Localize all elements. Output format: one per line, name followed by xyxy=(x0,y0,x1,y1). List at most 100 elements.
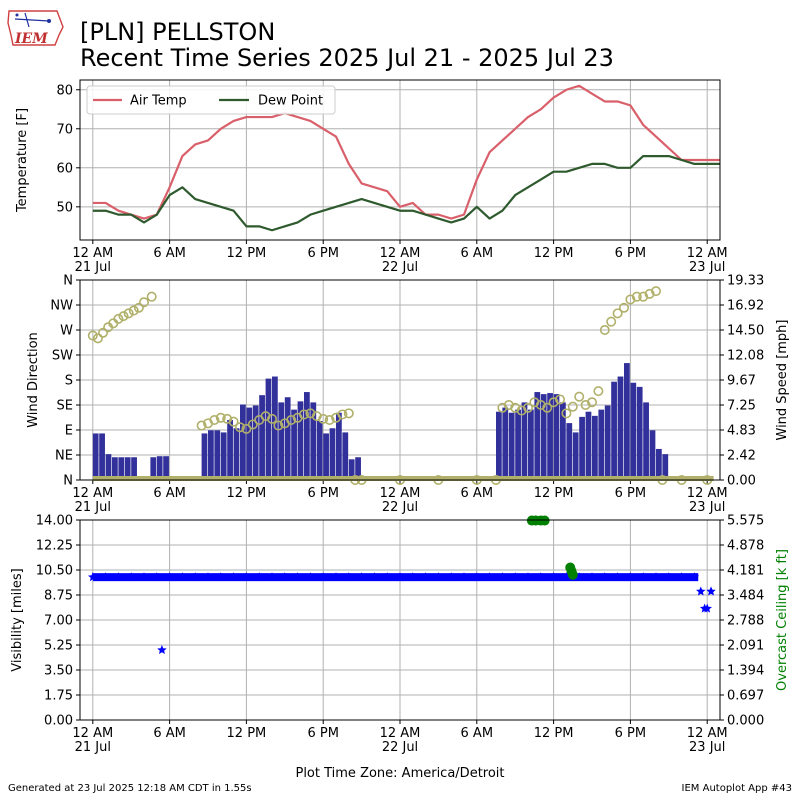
temperature-legend: Air Temp Dew Point xyxy=(86,85,336,115)
x-tick-label: 12 AM xyxy=(380,726,421,741)
wind-direction-point xyxy=(574,391,585,402)
wind-direction-point xyxy=(497,402,508,413)
x-tick-label: 12 PM xyxy=(534,246,574,261)
wind-direction-point xyxy=(529,397,540,408)
wind-speed-bar xyxy=(592,415,598,480)
x-tick-label: 6 PM xyxy=(307,246,338,261)
wind-speed-bar xyxy=(521,402,528,480)
iowa-outline xyxy=(7,10,64,46)
wind-speed-bar xyxy=(259,395,265,480)
wind-direction-point xyxy=(123,308,134,319)
ceiling-point xyxy=(539,515,550,526)
wind-speed-bar xyxy=(579,416,585,480)
x-tick-label: 6 AM xyxy=(153,246,186,261)
wind-speed-bar xyxy=(163,456,169,480)
ceiling-axis-label: Overcast Ceiling [k ft] xyxy=(775,549,790,691)
visibility-point xyxy=(267,572,277,582)
y2-tick-label: 2.091 xyxy=(727,639,764,654)
wind-direction-point xyxy=(98,327,109,338)
x-tick-label: 12 PM xyxy=(534,486,574,501)
visibility-point xyxy=(561,572,572,582)
visibility-point xyxy=(497,572,508,582)
axes-frame xyxy=(79,519,721,721)
visibility-point xyxy=(331,572,341,582)
wind-speed-bar xyxy=(630,382,637,480)
visibility-point xyxy=(318,572,328,582)
y-tick-label: 3.50 xyxy=(44,664,73,679)
wind-speed-bar xyxy=(291,409,297,480)
wind-speed-bar xyxy=(246,407,253,480)
timezone-label: Plot Time Zone: America/Detroit xyxy=(295,766,504,781)
wind-direction-point xyxy=(92,333,103,344)
iem-logo: IEM xyxy=(7,10,64,47)
y-tick-label: 1.75 xyxy=(44,689,73,704)
wind-speed-bar xyxy=(534,392,541,480)
visibility-point xyxy=(190,572,200,582)
y2-tick-label: 0.000 xyxy=(727,714,764,729)
x-tick-label: 12 AM xyxy=(72,246,113,261)
wind-speed-bar xyxy=(496,411,502,480)
y2-tick-label: 9.67 xyxy=(727,374,756,389)
wind-speed-bar xyxy=(636,386,643,480)
x-tick-date-label: 23 Jul xyxy=(689,500,725,515)
wind-speed-bar xyxy=(662,454,669,480)
wind-speed-bar xyxy=(585,411,592,480)
y2-tick-label: 7.25 xyxy=(727,399,756,414)
visibility-point xyxy=(254,572,264,582)
visibility-point xyxy=(126,572,136,582)
y-tick-label: S xyxy=(65,374,73,389)
wind-speed-bar xyxy=(124,457,131,480)
visibility-point xyxy=(152,572,162,582)
wind-direction-point xyxy=(618,302,629,313)
visibility-point xyxy=(472,572,482,582)
y-tick-label: W xyxy=(60,324,73,339)
visibility-point xyxy=(280,572,290,582)
visibility-point xyxy=(702,603,712,613)
x-tick-date-label: 21 Jul xyxy=(75,500,111,515)
ceiling-points xyxy=(526,515,578,580)
visibility-point xyxy=(664,572,674,582)
visibility-point xyxy=(484,572,495,582)
y2-tick-label: 4.181 xyxy=(727,564,764,579)
wind-direction-point xyxy=(228,416,239,427)
wind-speed-bar xyxy=(515,409,521,480)
visibility-point xyxy=(696,586,706,596)
visibility-point xyxy=(510,572,520,582)
wind-speed-bar xyxy=(304,392,310,480)
x-tick-date-label: 21 Jul xyxy=(75,740,111,755)
visibility-point xyxy=(600,572,610,582)
wind-direction-point xyxy=(222,413,233,424)
wind-speed-bar xyxy=(201,433,208,480)
wind-speed-bar xyxy=(611,381,617,480)
x-tick-label: 12 AM xyxy=(72,726,113,741)
chart-title-range: Recent Time Series 2025 Jul 21 - 2025 Ju… xyxy=(80,44,614,72)
visibility-point xyxy=(523,572,533,582)
wind-direction-point xyxy=(522,402,533,413)
x-tick-label: 12 AM xyxy=(380,246,421,261)
x-tick-label: 12 AM xyxy=(72,486,113,501)
wind-direction-point xyxy=(298,409,309,420)
wind-speed-bar xyxy=(240,404,246,480)
wind-speed-bar xyxy=(252,405,259,480)
wind-speed-bar xyxy=(105,454,112,480)
legend-box xyxy=(86,85,336,115)
wind-speed-bar xyxy=(508,412,515,480)
axes-frame xyxy=(79,279,721,481)
y-tick-label: 60 xyxy=(56,161,73,176)
wind-direction-point xyxy=(286,414,297,425)
x-tick-label: 12 AM xyxy=(687,726,728,741)
x-tick-date-label: 23 Jul xyxy=(689,260,725,275)
wind-direction-point xyxy=(542,402,553,413)
wind-speed-bar xyxy=(348,459,355,480)
wind-direction-point xyxy=(343,408,354,419)
wind-direction-point xyxy=(311,411,322,422)
wind-speed-bar xyxy=(617,376,624,480)
x-tick-label: 12 PM xyxy=(227,246,267,261)
x-tick-label: 12 PM xyxy=(227,726,267,741)
visibility-point xyxy=(139,572,149,582)
wind-speed-bar xyxy=(643,402,649,480)
visibility-point xyxy=(651,572,661,582)
y2-tick-label: 2.788 xyxy=(727,614,764,629)
